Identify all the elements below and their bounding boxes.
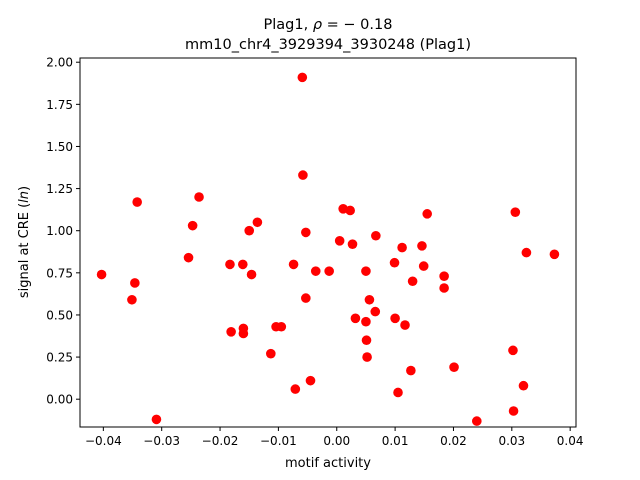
data-point	[407, 276, 418, 287]
data-point	[397, 242, 407, 253]
data-point	[406, 365, 416, 376]
data-point	[244, 225, 255, 236]
x-axis-label: motif activity	[285, 456, 371, 471]
data-point	[246, 269, 257, 280]
data-point	[127, 294, 137, 305]
chart-title-line1: Plag1, ρ = − 0.18	[264, 17, 393, 33]
data-point	[276, 321, 287, 332]
x-tick-label: 0.03	[498, 434, 525, 448]
y-tick-label: 0.00	[46, 393, 73, 407]
y-axis-label: signal at CRE (ln)	[17, 186, 32, 298]
data-point	[361, 266, 371, 276]
y-axis: 0.00 0.25 0.50 0.75 1.00 1.25 1.50 1.75 2.00	[46, 56, 80, 407]
data-point	[183, 252, 194, 263]
data-point	[508, 406, 519, 416]
data-point	[225, 259, 235, 270]
data-point	[310, 266, 321, 276]
data-point	[238, 259, 248, 270]
x-tick-label: −0.03	[143, 434, 180, 448]
data-point	[350, 313, 361, 324]
y-axis-label-unit: ln	[17, 191, 32, 203]
data-point	[324, 266, 334, 276]
y-axis-label-main: signal at CRE (	[17, 203, 32, 298]
x-tick-label: −0.04	[85, 434, 122, 448]
data-point	[194, 192, 204, 202]
data-point	[508, 345, 518, 356]
data-point	[252, 217, 263, 228]
data-point	[400, 320, 410, 330]
y-tick-label: 1.75	[46, 98, 73, 112]
data-point	[298, 170, 308, 180]
data-point	[449, 362, 459, 372]
data-point	[362, 352, 372, 362]
title-rho-equals: = − 0.18	[322, 17, 392, 33]
data-point	[422, 209, 433, 219]
data-point	[439, 283, 449, 293]
data-point	[371, 230, 381, 241]
data-point	[510, 207, 521, 217]
data-point	[370, 306, 381, 317]
x-axis: −0.04 −0.03 −0.02 −0.01 0.00 0.01 0.02 0.03 0.04	[85, 427, 584, 448]
data-point	[226, 327, 236, 337]
y-tick-label: 1.25	[46, 182, 73, 196]
data-point	[288, 259, 299, 270]
data-point	[238, 328, 249, 339]
y-tick-label: 2.00	[46, 56, 73, 70]
y-tick-label: 0.75	[46, 266, 73, 280]
data-point	[439, 271, 449, 281]
plot-area-frame	[79, 57, 577, 428]
title-rho: ρ	[313, 17, 323, 33]
data-point	[518, 380, 529, 391]
data-point	[305, 375, 316, 386]
data-point	[364, 294, 375, 305]
x-tick-label: 0.02	[440, 434, 467, 448]
data-point	[521, 247, 532, 258]
title-separator: ,	[304, 17, 313, 33]
points-layer	[96, 72, 560, 426]
y-tick-label: 1.50	[46, 140, 73, 154]
data-point	[130, 278, 140, 288]
data-point	[472, 416, 482, 426]
data-point	[334, 236, 345, 246]
data-point	[390, 313, 400, 324]
x-tick-label: 0.00	[323, 434, 350, 448]
data-point	[187, 220, 198, 231]
y-tick-label: 1.00	[46, 224, 73, 238]
data-point	[301, 293, 311, 303]
data-point	[96, 269, 107, 280]
data-point	[266, 348, 276, 359]
y-tick-label: 0.50	[46, 308, 73, 322]
data-point	[132, 197, 142, 207]
data-point	[549, 249, 560, 260]
x-tick-label: 0.04	[557, 434, 584, 448]
data-point	[301, 227, 311, 238]
y-tick-label: 0.25	[46, 351, 73, 365]
data-point	[361, 316, 371, 327]
x-tick-label: 0.01	[382, 434, 409, 448]
title-gene-name: Plag1	[264, 17, 304, 33]
chart-title-line2: mm10_chr4_3929394_3930248 (Plag1)	[185, 37, 471, 53]
data-point	[347, 239, 358, 249]
data-point	[345, 205, 355, 216]
data-point	[393, 387, 403, 398]
y-axis-label-close: )	[17, 186, 32, 191]
x-tick-label: −0.02	[202, 434, 239, 448]
x-tick-label: −0.01	[260, 434, 297, 448]
data-point	[389, 257, 400, 268]
data-point	[417, 241, 427, 251]
data-point	[151, 414, 162, 425]
data-point	[297, 72, 308, 83]
data-point	[361, 335, 372, 346]
data-point	[418, 261, 429, 271]
data-point	[290, 384, 301, 394]
